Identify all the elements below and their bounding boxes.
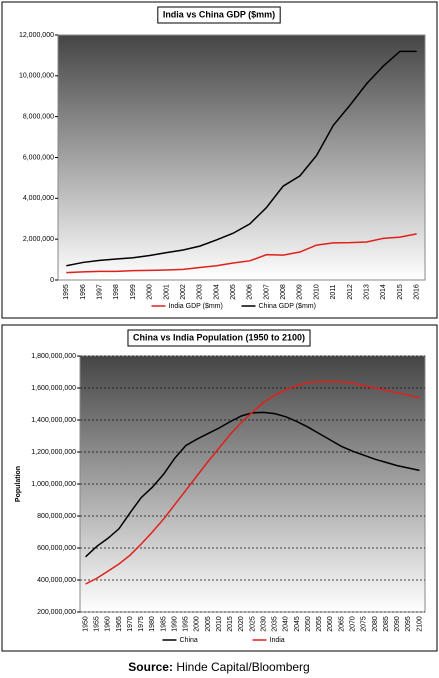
- chart-title: China vs India Population (1950 to 2100): [133, 332, 305, 342]
- y-tick-label: 1,200,000,000: [31, 449, 76, 456]
- y-tick-label: 400,000,000: [37, 577, 76, 584]
- series-line: [85, 380, 420, 585]
- x-tick-label: 2010: [313, 284, 320, 300]
- y-tick-label: 800,000,000: [37, 513, 76, 520]
- x-tick-label: 2050: [305, 616, 312, 632]
- x-tick-label: 2070: [350, 616, 357, 632]
- x-tick-label: 2012: [347, 284, 354, 300]
- x-tick-label: 2015: [397, 284, 404, 300]
- y-tick-label: 1,400,000,000: [31, 417, 76, 424]
- x-tick-label: 2002: [180, 284, 187, 300]
- x-tick-label: 2011: [330, 284, 337, 299]
- x-tick-label: 2001: [163, 284, 170, 300]
- x-tick-label: 2010: [216, 616, 223, 632]
- x-tick-label: 2045: [294, 616, 301, 632]
- x-tick-label: 2005: [205, 616, 212, 632]
- legend-label: China GDP ($mm): [259, 303, 316, 310]
- y-tick-label: 4,000,000: [23, 195, 54, 202]
- x-tick-label: 1960: [105, 616, 112, 632]
- y-axis-label: Population: [15, 466, 22, 502]
- x-tick-label: 1955: [94, 616, 101, 632]
- legend-label: India GDP ($mm): [169, 303, 223, 310]
- y-tick-label: 12,000,000: [19, 32, 54, 39]
- y-tick-label: 0: [50, 277, 54, 284]
- x-tick-label: 1980: [149, 616, 156, 632]
- x-tick-label: 1965: [116, 616, 123, 632]
- x-tick-label: 2013: [363, 284, 370, 300]
- x-tick-label: 1970: [127, 616, 134, 632]
- x-tick-label: 2020: [238, 616, 245, 632]
- x-tick-label: 2007: [263, 284, 270, 300]
- x-tick-label: 1975: [138, 616, 145, 632]
- y-tick-label: 1,000,000,000: [31, 481, 76, 488]
- x-tick-label: 2004: [213, 284, 220, 300]
- x-tick-label: 2080: [372, 616, 379, 632]
- title-box: [127, 329, 311, 347]
- y-tick-label: 2,000,000: [23, 236, 54, 243]
- y-tick-label: 1,800,000,000: [31, 353, 76, 360]
- x-tick-label: 2005: [230, 284, 237, 300]
- x-tick-label: 1995: [63, 284, 70, 300]
- x-tick-label: 2090: [394, 616, 401, 632]
- legend-label: China: [180, 637, 198, 644]
- series-line: [66, 233, 417, 274]
- x-tick-label: 2040: [283, 616, 290, 632]
- x-tick-label: 2000: [147, 284, 154, 300]
- source-text: Hinde Capital/Bloomberg: [176, 660, 309, 674]
- y-tick-label: 1,600,000,000: [31, 385, 76, 392]
- x-tick-label: 2100: [416, 616, 423, 632]
- y-tick-label: 10,000,000: [19, 73, 54, 80]
- y-tick-label: 200,000,000: [37, 609, 76, 616]
- x-tick-label: 2055: [316, 616, 323, 632]
- x-tick-label: 2000: [194, 616, 201, 632]
- y-tick-label: 600,000,000: [37, 545, 76, 552]
- chart-title: India vs China GDP ($mm): [163, 9, 275, 19]
- x-tick-label: 2008: [280, 284, 287, 300]
- plot-area: [57, 34, 426, 281]
- x-tick-label: 1998: [113, 284, 120, 300]
- x-tick-label: 2085: [383, 616, 390, 632]
- x-tick-label: 2030: [260, 616, 267, 632]
- title-box: [157, 6, 281, 24]
- source-label: Source:: [128, 660, 173, 674]
- x-tick-label: 2065: [338, 616, 345, 632]
- series-line: [66, 50, 417, 267]
- x-tick-label: 1996: [80, 284, 87, 300]
- x-tick-label: 2095: [405, 616, 412, 632]
- x-tick-label: 2025: [249, 616, 256, 632]
- source: Source: Hinde Capital/Bloomberg: [128, 660, 309, 674]
- x-tick-label: 2035: [272, 616, 279, 632]
- x-tick-label: 1985: [160, 616, 167, 632]
- x-tick-label: 2075: [361, 616, 368, 632]
- y-tick-label: 6,000,000: [23, 154, 54, 161]
- x-tick-label: 2060: [327, 616, 334, 632]
- x-tick-label: 1995: [183, 616, 190, 632]
- x-tick-label: 1997: [97, 284, 104, 300]
- x-tick-label: 2015: [227, 616, 234, 632]
- x-tick-label: 2014: [380, 284, 387, 300]
- y-tick-label: 8,000,000: [23, 114, 54, 121]
- x-tick-label: 2009: [297, 284, 304, 300]
- x-tick-label: 1990: [171, 616, 178, 632]
- x-tick-label: 1950: [82, 616, 89, 632]
- legend-label: India: [270, 637, 285, 644]
- x-tick-label: 1999: [130, 284, 137, 300]
- x-tick-label: 2003: [197, 284, 204, 300]
- x-tick-label: 2016: [414, 284, 421, 300]
- x-tick-label: 2006: [247, 284, 254, 300]
